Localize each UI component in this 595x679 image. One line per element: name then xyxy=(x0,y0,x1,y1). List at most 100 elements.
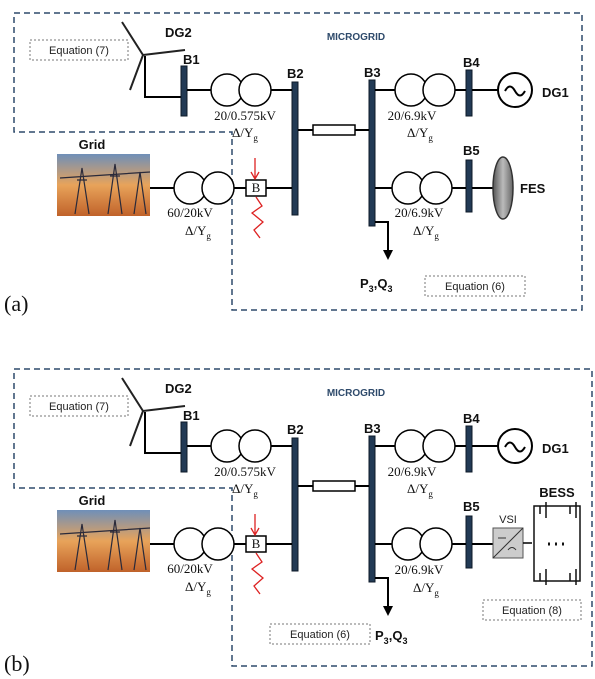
equation-7-part: Equation (7) xyxy=(49,401,109,413)
transformer-rating: 60/20kV xyxy=(167,561,213,576)
dg2-label: DG2 xyxy=(165,25,192,40)
bus-label-part: B2 xyxy=(287,66,304,81)
grid-label-part: Grid xyxy=(79,493,106,508)
transformer-connection-part: Δ/Y xyxy=(413,580,435,595)
bus-label: B3 xyxy=(364,421,381,436)
dg2-label-part: DG2 xyxy=(165,381,192,396)
dg1-label-part: DG1 xyxy=(542,85,569,100)
transformer-coil xyxy=(395,430,427,462)
wire xyxy=(375,578,388,608)
bus-label-part: B1 xyxy=(183,52,200,67)
bus xyxy=(292,438,298,571)
fes-flywheel xyxy=(493,157,513,219)
transformer-connection-part: Δ/Y xyxy=(407,481,429,496)
transformer-connection-part: Δ/Y xyxy=(232,125,254,140)
transformer-rating-part: 60/20kV xyxy=(167,205,213,220)
panel-label-part: (a) xyxy=(4,291,28,316)
vsi-label: VSI xyxy=(499,514,517,526)
bus xyxy=(466,160,472,212)
transformer-coil xyxy=(202,172,234,204)
wire xyxy=(145,56,183,97)
panel-label: (b) xyxy=(4,651,30,676)
transformer-connection-part: g xyxy=(434,231,439,241)
transformer-connection-part: Δ/Y xyxy=(407,125,429,140)
breaker-label: B xyxy=(252,180,261,195)
load-label-part: P xyxy=(375,628,384,643)
transformer-coil xyxy=(211,430,243,462)
transformer-connection-part: Δ/Y xyxy=(413,223,435,238)
bus-label-part: B3 xyxy=(364,421,381,436)
transformer-coil xyxy=(239,74,271,106)
load-label-part: 3 xyxy=(387,284,392,294)
transformer-rating: 20/6.9kV xyxy=(395,205,444,220)
bus-label-part: B2 xyxy=(287,422,304,437)
transformer-coil xyxy=(392,528,424,560)
diagram: MICROGRIDDG2Equation (7)B1B2B3B4B5DG1Gri… xyxy=(0,0,595,679)
transformer-rating: 20/0.575kV xyxy=(214,108,276,123)
equation-7: Equation (7) xyxy=(49,401,109,413)
transformer-coil xyxy=(420,528,452,560)
equation-6: Equation (6) xyxy=(290,629,350,641)
grid-image xyxy=(57,154,150,216)
transformer-rating: 20/6.9kV xyxy=(388,464,437,479)
bus-label: B3 xyxy=(364,65,381,80)
microgrid-label-part: MICROGRID xyxy=(327,388,385,399)
bus-label: B4 xyxy=(463,55,480,70)
load-arrow xyxy=(383,606,393,616)
transformer-rating-part: 20/0.575kV xyxy=(214,464,276,479)
equation-6-part: Equation (6) xyxy=(445,281,505,293)
transformer-connection-part: Δ/Y xyxy=(185,579,207,594)
bus-label-part: B4 xyxy=(463,411,480,426)
transformer-rating-part: 20/6.9kV xyxy=(395,562,444,577)
transformer-coil xyxy=(239,430,271,462)
transformer-rating: 20/6.9kV xyxy=(395,562,444,577)
vsi-label-part: VSI xyxy=(499,514,517,526)
equation-8: Equation (8) xyxy=(502,605,562,617)
bus-label: B5 xyxy=(463,499,480,514)
line-impedance xyxy=(313,125,355,135)
panel-label-part: (b) xyxy=(4,651,30,676)
wire xyxy=(375,222,388,252)
fault xyxy=(251,514,263,594)
microgrid-label: MICROGRID xyxy=(327,388,385,399)
bess-label: BESS xyxy=(539,485,575,500)
dg2-label: DG2 xyxy=(165,381,192,396)
load-label-part: Q xyxy=(377,276,387,291)
fes-label: FES xyxy=(520,181,546,196)
transformer-rating-part: 20/6.9kV xyxy=(388,108,437,123)
transformer-rating-part: 20/6.9kV xyxy=(388,464,437,479)
transformer-rating-part: 20/6.9kV xyxy=(395,205,444,220)
transformer-connection-part: Δ/Y xyxy=(185,223,207,238)
bus-label-part: B3 xyxy=(364,65,381,80)
bus-label: B4 xyxy=(463,411,480,426)
bus xyxy=(369,436,375,582)
transformer-connection: Δ/Yg xyxy=(413,223,439,241)
bus-label-part: B4 xyxy=(463,55,480,70)
transformer-coil xyxy=(423,430,455,462)
transformer-connection: Δ/Yg xyxy=(407,125,433,143)
fes-label-part: FES xyxy=(520,181,546,196)
bus-label: B1 xyxy=(183,408,200,423)
bus-label-part: B5 xyxy=(463,143,480,158)
bus xyxy=(466,516,472,568)
transformer-connection: Δ/Yg xyxy=(185,579,211,597)
transformer-connection: Δ/Yg xyxy=(407,481,433,499)
bess-label-part: BESS xyxy=(539,485,575,500)
transformer-connection: Δ/Yg xyxy=(232,125,258,143)
microgrid-label: MICROGRID xyxy=(327,32,385,43)
equation-6-part: Equation (6) xyxy=(290,629,350,641)
transformer-connection-part: g xyxy=(428,489,433,499)
bus xyxy=(181,66,187,116)
bus xyxy=(369,80,375,226)
transformer-coil xyxy=(395,74,427,106)
grid-label: Grid xyxy=(79,137,106,152)
transformer-connection-part: g xyxy=(428,133,433,143)
bus-label: B2 xyxy=(287,66,304,81)
transformer-connection: Δ/Yg xyxy=(185,223,211,241)
equation-6: Equation (6) xyxy=(445,281,505,293)
transformer-rating: 60/20kV xyxy=(167,205,213,220)
breaker-label-part: B xyxy=(252,180,261,195)
load-label: P3,Q3 xyxy=(360,276,392,294)
